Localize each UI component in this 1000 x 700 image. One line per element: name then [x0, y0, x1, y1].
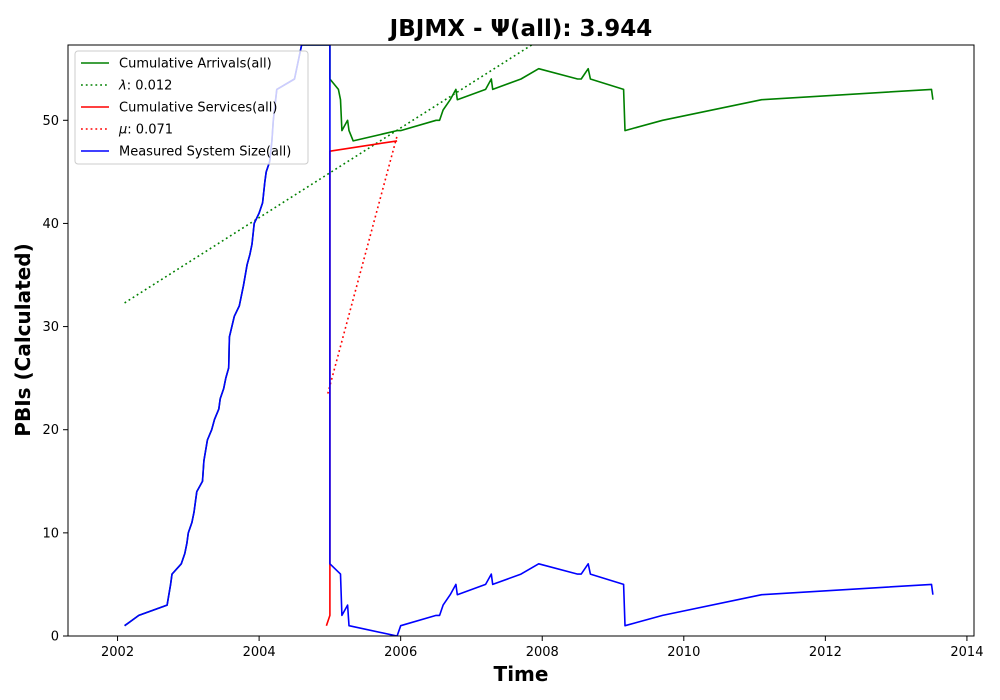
- legend-label-3: Cumulative Services(all): [119, 101, 277, 116]
- x-tick-label: 2012: [809, 645, 842, 660]
- y-tick-label: 40: [42, 217, 59, 232]
- legend-label-4: μ: 0.071: [118, 123, 173, 138]
- y-tick-label: 30: [42, 320, 59, 335]
- chart-title: JBJMX - Ψ(all): 3.944: [388, 16, 653, 42]
- x-tick-label: 2010: [667, 645, 700, 660]
- legend-label-1: Cumulative Arrivals(all): [119, 57, 272, 72]
- y-tick-label: 50: [42, 114, 59, 129]
- y-tick-label: 0: [51, 630, 59, 645]
- y-tick-label: 10: [42, 526, 59, 541]
- x-tick-label: 2006: [384, 645, 417, 660]
- x-axis-title: Time: [494, 662, 549, 686]
- legend-label-5: Measured System Size(all): [119, 145, 291, 160]
- x-tick-label: 2008: [526, 645, 559, 660]
- x-tick-label: 2002: [101, 645, 134, 660]
- legend: Cumulative Arrivals(all) λ: 0.012 Cumulati…: [75, 51, 308, 164]
- x-tick-label: 2004: [243, 645, 276, 660]
- x-tick-label: 2014: [950, 645, 983, 660]
- y-tick-label: 20: [42, 423, 59, 438]
- y-axis-title: PBIs (Calculated): [11, 243, 35, 436]
- legend-label-2: λ: 0.012: [118, 79, 172, 94]
